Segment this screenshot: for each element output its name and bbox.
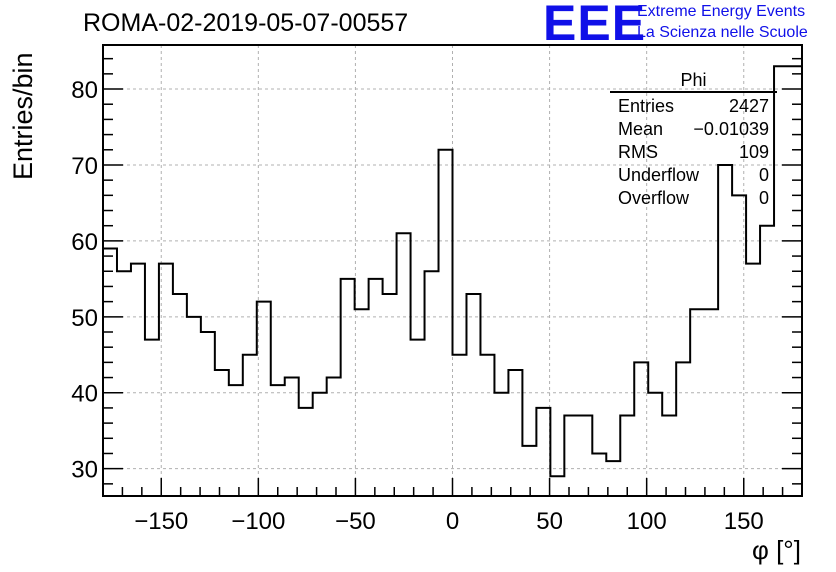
stats-row: Mean −0.01039 <box>610 118 777 141</box>
x-axis-label: φ [°] <box>752 535 801 565</box>
logo-line-2: La Scienza nelle Scuole <box>637 24 808 41</box>
plot-frame <box>102 44 803 497</box>
axis-ticks <box>102 57 803 496</box>
stats-row: Overflow 0 <box>610 187 777 210</box>
stats-row: RMS 109 <box>610 141 777 164</box>
y-axis-label: Entries/bin <box>8 52 38 180</box>
x-tick-label: 100 <box>627 508 667 535</box>
stats-row: Underflow 0 <box>610 164 777 187</box>
logo-line-1: Extreme Energy Events <box>637 3 806 20</box>
histogram-step-line <box>103 65 802 478</box>
tick-labels: −150 −100 −50 0 50 100 150 30 40 50 60 70 80 <box>71 77 763 535</box>
stats-value: −0.01039 <box>693 119 769 139</box>
x-tick-label: 0 <box>446 508 459 535</box>
y-tick-label: 40 <box>71 381 98 408</box>
x-tick-label: 50 <box>536 508 563 535</box>
stats-value: 2427 <box>728 96 769 116</box>
stats-value: 0 <box>758 188 769 208</box>
y-tick-label: 60 <box>71 229 98 256</box>
stats-value: 109 <box>738 142 769 162</box>
y-tick-label: 50 <box>71 305 98 332</box>
x-tick-label: −100 <box>231 508 285 535</box>
x-tick-label: −150 <box>134 508 188 535</box>
x-tick-label: 150 <box>724 508 764 535</box>
stats-value: 0 <box>758 165 769 185</box>
y-tick-label: 80 <box>71 77 98 104</box>
y-tick-label: 30 <box>71 457 98 484</box>
stats-label: RMS <box>618 142 658 162</box>
chart-title: ROMA-02-2019-05-07-00557 <box>83 9 409 37</box>
stats-label: Overflow <box>618 188 690 208</box>
stats-row: Entries 2427 <box>610 95 777 118</box>
y-tick-label: 70 <box>71 153 98 180</box>
eee-logo: EEE <box>543 0 647 51</box>
stats-label: Mean <box>618 119 664 139</box>
stats-label: Underflow <box>618 165 700 185</box>
stats-box: Phi Entries 2427 Mean −0.01039 RMS 109 Unde… <box>610 69 777 210</box>
stats-name: Phi <box>610 69 777 93</box>
stats-label: Entries <box>618 96 675 116</box>
x-tick-label: −50 <box>335 508 376 535</box>
